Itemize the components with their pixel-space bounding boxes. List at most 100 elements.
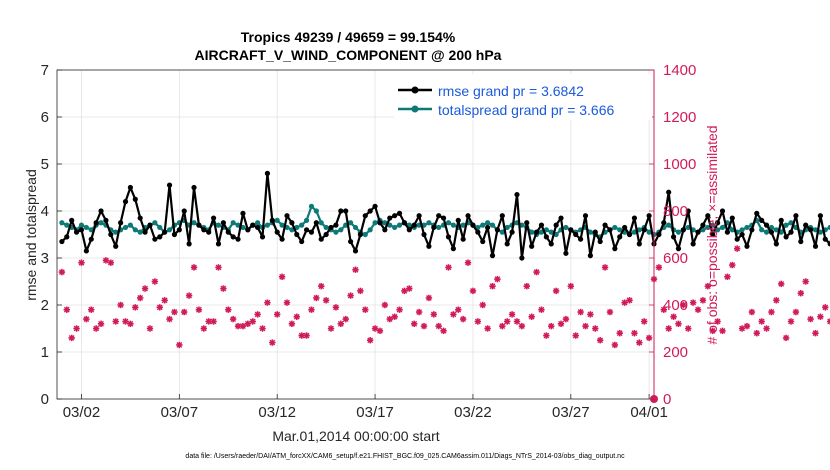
obs-point (685, 325, 692, 332)
obs-point (132, 304, 139, 311)
obs-point (381, 301, 389, 309)
rmse-point (357, 231, 363, 238)
obs-point (229, 315, 237, 323)
obs-point (616, 330, 623, 337)
totalspread-point (367, 227, 373, 233)
obs-point (582, 322, 589, 330)
rmse-point (455, 217, 461, 223)
x-tick-label: 03/27 (552, 404, 590, 421)
totalspread-point (83, 224, 89, 231)
left-axis: 0 1 2 3 4 5 6 7 (41, 62, 62, 408)
totalspread-point (279, 222, 285, 228)
obs-point (288, 320, 296, 327)
rmse-point (338, 208, 344, 214)
rmse-point (710, 231, 716, 238)
obs-point (112, 318, 119, 325)
rmse-point (597, 238, 603, 245)
obs-point (675, 320, 682, 327)
totalspread-point (485, 220, 491, 226)
rmse-point (181, 208, 187, 214)
rmse-point (700, 222, 706, 228)
rmse-point (715, 220, 721, 226)
obs-point (318, 283, 325, 290)
rmse-point (113, 243, 119, 249)
totalspread-point (450, 222, 456, 228)
totalspread-point (113, 229, 119, 235)
rmse-point (59, 238, 65, 245)
obs-point (83, 315, 90, 323)
legend-rmse-label: rmse grand pr = 3.6842 (438, 83, 584, 99)
totalspread-point (362, 231, 368, 238)
rmse-point (450, 246, 456, 252)
obs-point (778, 280, 785, 288)
totalspread-point (333, 229, 339, 235)
rmse-point (127, 184, 134, 191)
rmse-point (509, 229, 515, 235)
obs-point (269, 339, 276, 346)
totalspread-point (763, 229, 770, 235)
obs-point (406, 285, 413, 292)
obs-point (538, 306, 545, 313)
rmse-point (661, 220, 667, 226)
right-axis: 0 200 400 600 800 1000 1200 1400 (649, 62, 696, 408)
obs-point (704, 283, 712, 290)
obs-point (577, 308, 584, 316)
obs-point (176, 341, 183, 349)
rmse-point (250, 222, 256, 228)
legend: rmse grand pr = 3.6842 totalspread grand… (394, 74, 652, 120)
rmse-point (489, 253, 496, 259)
obs-point (220, 285, 227, 292)
obs-point (552, 287, 560, 295)
totalspread-point (426, 220, 432, 226)
rmse-point (798, 238, 804, 245)
totalspread-point (372, 220, 378, 226)
rmse-point (622, 224, 628, 231)
obs-point (611, 341, 619, 349)
totalspread-point (338, 227, 344, 233)
totalspread-point (489, 222, 496, 228)
rmse-point (196, 222, 202, 228)
obs-point (641, 318, 648, 325)
rmse-point (171, 231, 178, 238)
rmse-point (754, 210, 760, 216)
rmse-point (78, 227, 85, 233)
rmse-point (803, 222, 809, 228)
obs-point (743, 322, 751, 330)
rmse-point (343, 208, 349, 214)
rmse-point (499, 213, 505, 219)
obs-point (523, 283, 530, 290)
rmse-point (607, 227, 613, 233)
right-tick-label: 1200 (663, 109, 696, 126)
obs-point (807, 315, 814, 323)
rmse-point (421, 231, 427, 238)
obs-point (420, 322, 428, 330)
rmse-series (59, 170, 830, 261)
obs-point (567, 283, 575, 290)
obs-point (435, 322, 442, 330)
obs-point (773, 297, 780, 304)
obs-point (499, 322, 506, 330)
right-tick-label: 600 (663, 250, 688, 267)
obs-point (161, 297, 168, 304)
rmse-point (656, 231, 662, 238)
obs-point (792, 308, 800, 316)
x-tick-label: 04/01 (630, 404, 668, 421)
obs-point (102, 257, 110, 264)
totalspread-point (587, 229, 593, 235)
rmse-point (303, 227, 310, 233)
obs-point (210, 318, 217, 325)
rmse-point (533, 229, 540, 235)
totalspread-point (504, 224, 510, 231)
totalspread-point (636, 227, 642, 233)
right-tick-label: 400 (663, 297, 688, 314)
left-tick-label: 5 (41, 156, 49, 173)
rmse-point (563, 250, 569, 256)
totalspread-point (529, 229, 535, 235)
obs-point (660, 306, 667, 313)
rmse-point (778, 217, 784, 223)
totalspread-point (215, 222, 222, 228)
rmse-point (245, 227, 251, 233)
rmse-point (807, 227, 814, 233)
rmse-point (612, 246, 618, 252)
